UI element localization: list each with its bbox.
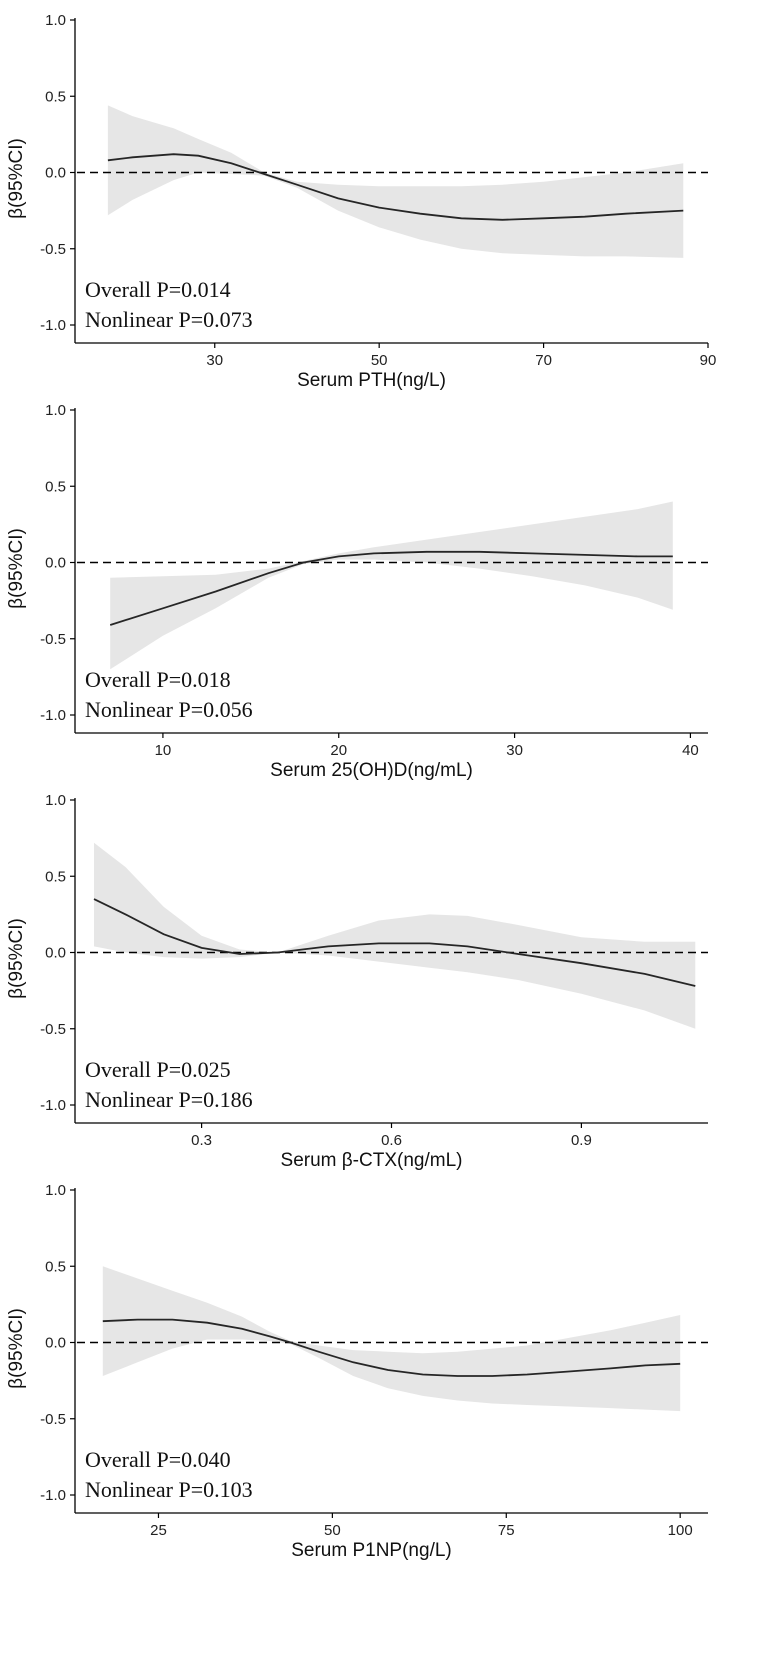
nonlinear-p-annotation: Nonlinear P=0.056 [85,697,253,722]
x-tick-label: 70 [535,352,552,369]
y-tick-label: -0.5 [40,631,66,648]
x-tick-label: 100 [668,1522,693,1539]
y-tick-label: -1.0 [40,707,66,724]
y-axis-title: β(95%CI) [6,528,27,609]
y-tick-label: 1.0 [45,792,66,809]
estimate-curve [93,898,696,987]
y-tick-label: 0.0 [45,945,66,962]
x-tick-label: 50 [371,352,388,369]
y-tick-label: 0.5 [45,1258,66,1275]
y-tick-label: 1.0 [45,1182,66,1199]
x-tick-label: 75 [498,1522,515,1539]
y-axis-title: β(95%CI) [6,1308,27,1389]
estimate-curve [109,550,673,626]
x-tick-label: 20 [330,742,347,759]
nonlinear-p-annotation: Nonlinear P=0.103 [85,1477,253,1502]
x-tick-label: 30 [506,742,523,759]
x-tick-label: 0.9 [571,1132,592,1149]
y-tick-label: 1.0 [45,12,66,29]
x-axis-title: Serum PTH(ng/L) [297,370,446,391]
x-tick-label: 0.3 [191,1132,212,1149]
x-tick-label: 30 [206,352,223,369]
nonlinear-p-annotation: Nonlinear P=0.186 [85,1087,253,1112]
estimate-curve [102,1318,681,1377]
y-tick-label: 0.5 [45,478,66,495]
x-tick-label: 25 [150,1522,167,1539]
confidence-band [107,105,684,258]
nonlinear-p-annotation: Nonlinear P=0.073 [85,307,253,332]
x-tick-label: 50 [324,1522,341,1539]
y-tick-label: 0.5 [45,88,66,105]
y-axis-title: β(95%CI) [6,138,27,219]
x-tick-label: 0.6 [381,1132,402,1149]
x-tick-label: 40 [682,742,699,759]
confidence-band [94,842,696,1029]
overall-p-annotation: Overall P=0.040 [85,1447,231,1472]
overall-p-annotation: Overall P=0.018 [85,667,231,692]
confidence-band [102,1266,681,1412]
panel-beta-ctx: 1.0 0.5 0.0 -0.5 -1.0 0.3 0.6 0.9 Serum β-CTX(ng… [6,792,708,1171]
x-axis-title: Serum 25(OH)D(ng/mL) [270,760,473,781]
y-tick-label: 1.0 [45,402,66,419]
y-tick-label: -0.5 [40,1411,66,1428]
x-tick-label: 10 [155,742,172,759]
confidence-band [110,501,673,670]
panel-pth: 1.0 0.5 0.0 -0.5 -1.0 30 50 70 90 Serum PTH(ng/L)… [6,12,716,391]
overall-p-annotation: Overall P=0.025 [85,1057,231,1082]
panel-25ohd: 1.0 0.5 0.0 -0.5 -1.0 10 20 30 40 Serum 25(OH)D(n… [6,402,708,781]
x-axis-title: Serum P1NP(ng/L) [291,1540,452,1561]
overall-p-annotation: Overall P=0.014 [85,277,231,302]
x-tick-label: 90 [700,352,717,369]
y-tick-label: 0.0 [45,165,66,182]
estimate-curve [107,153,684,221]
y-tick-label: 0.5 [45,868,66,885]
y-tick-label: 0.0 [45,1335,66,1352]
x-axis-title: Serum β-CTX(ng/mL) [281,1150,463,1171]
y-tick-label: -1.0 [40,1487,66,1504]
y-axis-title: β(95%CI) [6,918,27,999]
y-tick-label: -0.5 [40,1021,66,1038]
y-tick-label: -0.5 [40,241,66,258]
y-tick-label: 0.0 [45,555,66,572]
panel-p1np: 1.0 0.5 0.0 -0.5 -1.0 25 50 75 100 Serum P1NP(ng/… [6,1182,708,1561]
y-tick-label: -1.0 [40,317,66,334]
y-tick-label: -1.0 [40,1097,66,1114]
